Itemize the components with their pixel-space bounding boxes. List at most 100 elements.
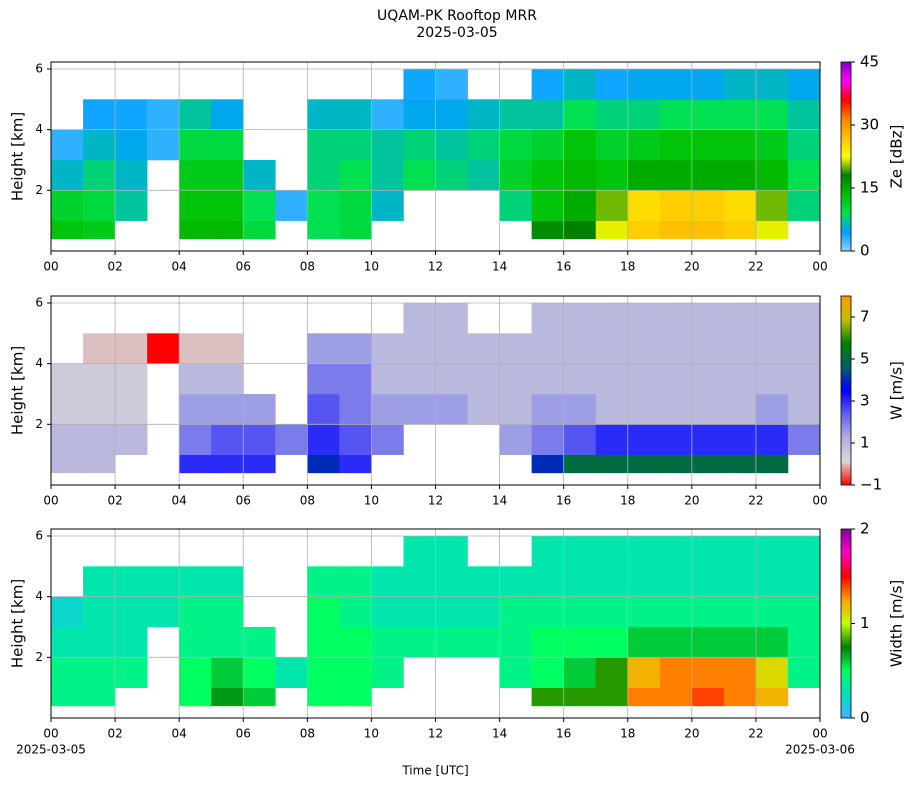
cell — [755, 363, 789, 395]
cell — [243, 190, 276, 221]
cell — [211, 159, 244, 191]
cell — [531, 99, 564, 130]
cell — [83, 424, 116, 455]
x-tick-label: 08 — [300, 260, 315, 274]
y-tick-label: 6 — [35, 528, 43, 542]
x-tick-label: 22 — [748, 260, 763, 274]
cell — [243, 687, 276, 707]
cell — [627, 190, 661, 221]
cell — [787, 99, 821, 130]
cell — [371, 424, 404, 455]
cell — [403, 68, 436, 100]
x-tick-label: 12 — [428, 494, 443, 508]
x-tick-label: 00 — [43, 727, 58, 741]
cell — [563, 363, 597, 395]
cell — [691, 363, 725, 395]
cell — [627, 424, 661, 455]
cell — [723, 190, 757, 221]
cell — [691, 657, 725, 688]
cell — [627, 596, 661, 628]
cell — [435, 626, 468, 658]
colorbar-label: Ze [dBz] — [888, 125, 906, 189]
plot-frame — [50, 61, 821, 252]
cell — [339, 129, 372, 161]
cell — [339, 424, 372, 455]
cell — [595, 363, 629, 395]
cell — [659, 687, 693, 707]
cell — [307, 190, 340, 221]
cell — [339, 99, 372, 130]
x-tick-label: 00 — [812, 260, 827, 274]
cell — [595, 424, 629, 455]
x-tick-label: 10 — [364, 260, 379, 274]
cell — [563, 68, 597, 100]
cell — [659, 129, 693, 161]
x-tick-label: 00 — [812, 727, 827, 741]
cell — [211, 566, 244, 597]
cell — [403, 596, 436, 628]
cell — [371, 159, 404, 191]
cell — [627, 68, 661, 100]
cell — [115, 626, 148, 658]
cell — [339, 687, 372, 707]
colorbar-tick-label: −1 — [860, 476, 882, 494]
cell — [115, 596, 148, 628]
cell — [115, 566, 148, 597]
cell — [659, 424, 693, 455]
cell — [723, 99, 757, 130]
colorbar-tick-label: 1 — [860, 434, 870, 452]
cell — [563, 687, 597, 707]
cell — [307, 159, 340, 191]
cell — [179, 687, 212, 707]
x-tick-label: 10 — [364, 494, 379, 508]
cell — [51, 363, 84, 395]
x-tick-label: 02 — [107, 260, 122, 274]
cell — [371, 596, 404, 628]
cell — [755, 190, 789, 221]
cell — [563, 626, 597, 658]
cell — [339, 657, 372, 688]
x-tick-label: 22 — [748, 727, 763, 741]
cell — [787, 424, 821, 455]
cell — [307, 363, 340, 395]
cell — [179, 596, 212, 628]
cell — [243, 454, 276, 474]
x-tick-label: 20 — [684, 260, 699, 274]
cell — [499, 626, 532, 658]
x-tick-label: 14 — [492, 494, 507, 508]
cell — [659, 363, 693, 395]
cell — [499, 657, 532, 688]
cell — [723, 535, 757, 567]
cell — [403, 99, 436, 130]
cell — [307, 220, 340, 240]
cell — [627, 129, 661, 161]
cell — [147, 566, 180, 597]
cell — [403, 626, 436, 658]
cell — [371, 333, 404, 364]
cell — [115, 363, 148, 395]
cell — [403, 393, 436, 425]
cell — [115, 424, 148, 455]
cell — [691, 68, 725, 100]
cell — [659, 566, 693, 597]
cell — [83, 687, 116, 707]
cell — [659, 626, 693, 658]
cell — [723, 424, 757, 455]
cell — [83, 363, 116, 395]
cell — [499, 566, 532, 597]
x-tick-label: 14 — [492, 260, 507, 274]
cell — [595, 333, 629, 364]
cell — [371, 129, 404, 161]
y-tick-label: 2 — [35, 417, 43, 431]
cell — [627, 363, 661, 395]
cell — [563, 220, 597, 240]
cell — [307, 129, 340, 161]
plot-frame — [50, 528, 821, 719]
cell — [691, 535, 725, 567]
cell — [339, 363, 372, 395]
cell — [499, 190, 532, 221]
cell — [499, 424, 532, 455]
cell — [243, 424, 276, 455]
cell — [307, 393, 340, 425]
